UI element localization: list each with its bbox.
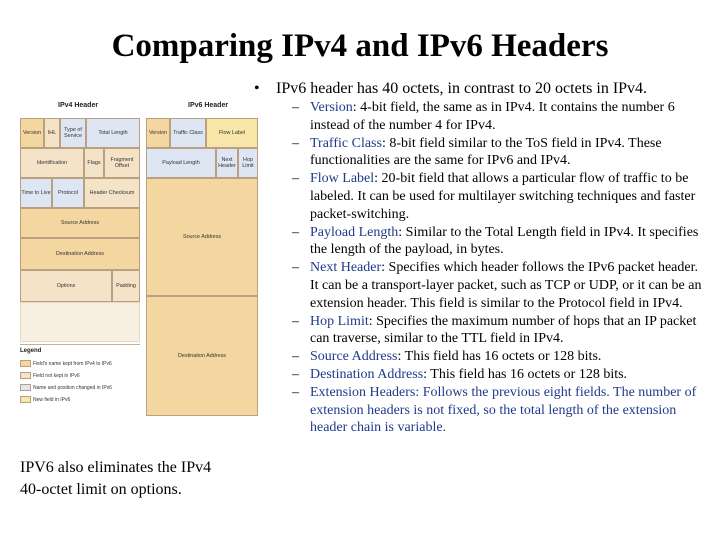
field-desc: : Specifies the maximum number of hops t… xyxy=(310,313,697,347)
field-item-payload-length: – Payload Length: Similar to the Total Le… xyxy=(292,224,699,258)
caption-line-2: 40-octet limit on options. xyxy=(20,481,182,498)
ipv6-source-address: Source Address xyxy=(146,178,258,296)
field-term: Extension Headers xyxy=(310,384,416,400)
intro-text: IPv6 header has 40 octets, in contrast t… xyxy=(276,80,648,97)
field-desc: : Similar to the Total Length field in I… xyxy=(310,224,699,258)
field-term: Traffic Class xyxy=(310,135,382,151)
legend-swatch xyxy=(20,384,31,391)
legend-item-new: New field in IPv6 xyxy=(20,396,70,403)
field-term: Flow Label xyxy=(310,171,375,187)
legend-item-removed: Field not kept in IPv6 xyxy=(20,372,80,379)
field-desc: : This field has 16 octets or 128 bits. xyxy=(397,349,602,365)
legend-item-kept: Field's name kept from IPv4 to IPv6 xyxy=(20,360,112,367)
field-desc: : 20-bit field that allows a particular … xyxy=(310,171,696,222)
ipv4-protocol: Protocol xyxy=(52,178,84,208)
ipv6-header-title: IPv6 Header xyxy=(188,102,229,109)
legend-swatch xyxy=(20,360,31,367)
field-term: Payload Length xyxy=(310,224,399,240)
ipv4-version: Version xyxy=(20,118,44,148)
field-item-traffic-class: – Traffic Class: 8-bit field similar to t… xyxy=(292,135,662,169)
ipv4-source-address: Source Address xyxy=(20,208,140,238)
ipv4-total-length: Total Length xyxy=(86,118,140,148)
ipv4-ttl: Time to Live xyxy=(20,178,52,208)
legend-swatch xyxy=(20,396,31,403)
caption: IPV6 also eliminates the IPv4 40-octet l… xyxy=(20,457,260,501)
field-list: – Version: 4-bit field, the same as in IP… xyxy=(292,99,707,437)
legend-divider xyxy=(20,344,140,345)
field-item-version: – Version: 4-bit field, the same as in IP… xyxy=(292,100,675,133)
field-term: Destination Address xyxy=(310,366,424,382)
legend-label: Name and position changed in IPv6 xyxy=(33,384,112,391)
ipv4-padding: Padding xyxy=(112,270,140,302)
ipv4-header-title: IPv4 Header xyxy=(58,102,99,109)
field-desc: : Follows the previous eight fields. The… xyxy=(310,384,697,436)
slide-title: Comparing IPv4 and IPv6 Headers xyxy=(111,28,609,64)
legend-swatch xyxy=(20,372,31,379)
ipv4-options: Options xyxy=(20,270,112,302)
field-term: Version xyxy=(310,100,353,115)
legend-label: New field in IPv6 xyxy=(33,396,71,403)
ipv6-payload-length: Payload Length xyxy=(146,148,216,178)
field-item-extension-headers: – Extension Headers: Follows the previous… xyxy=(292,384,697,436)
field-desc: : 8-bit field similar to the ToS field i… xyxy=(310,135,662,169)
field-term: Hop Limit xyxy=(310,313,369,329)
ipv4-flags: Flags xyxy=(84,148,104,178)
ipv6-version: Version xyxy=(146,118,170,148)
field-item-next-header: – Next Header: Specifies which header fol… xyxy=(292,260,702,311)
field-term: Next Header xyxy=(310,260,382,276)
legend-label: Field not kept in IPv6 xyxy=(33,372,80,379)
field-item-source-address: – Source Address: This field has 16 octet… xyxy=(292,349,602,365)
field-item-destination-address: – Destination Address: This field has 16 … xyxy=(292,366,628,382)
ipv4-tos: Type of Service xyxy=(60,118,86,148)
ipv4-empty-area xyxy=(20,302,140,342)
caption-line-1: IPV6 also eliminates the IPv4 xyxy=(20,459,212,476)
ipv4-ihl: IHL xyxy=(44,118,60,148)
field-desc: : This field has 16 octets or 128 bits. xyxy=(423,366,628,382)
ipv4-destination-address: Destination Address xyxy=(20,238,140,270)
legend-label: Field's name kept from IPv4 to IPv6 xyxy=(33,360,112,367)
ipv6-traffic-class: Traffic Class xyxy=(170,118,206,148)
bullet-icon: • xyxy=(254,80,260,97)
legend-title: Legend xyxy=(20,348,42,354)
ipv4-header-checksum: Header Checksum xyxy=(84,178,140,208)
ipv6-flow-label: Flow Label xyxy=(206,118,258,148)
header-comparison-figure: IPv4 Header IPv6 Header Version IHL Type… xyxy=(18,96,258,426)
field-term: Source Address xyxy=(310,349,398,365)
ipv6-hop-limit: Hop Limit xyxy=(238,148,258,178)
field-desc: : 4-bit field, the same as in IPv4. It c… xyxy=(310,100,675,133)
ipv6-destination-address: Destination Address xyxy=(146,296,258,416)
ipv4-identification: Identification xyxy=(20,148,84,178)
intro-bullet: • IPv6 header has 40 octets, in contrast … xyxy=(254,80,714,98)
legend-item-changed: Name and position changed in IPv6 xyxy=(20,384,112,391)
ipv6-next-header: Next Header xyxy=(216,148,238,178)
ipv4-fragment-offset: Fragment Offset xyxy=(104,148,140,178)
field-desc: : Specifies which header follows the IPv… xyxy=(310,260,702,311)
field-item-hop-limit: – Hop Limit: Specifies the maximum number… xyxy=(292,313,697,347)
field-item-flow-label: – Flow Label: 20-bit field that allows a … xyxy=(292,171,696,222)
